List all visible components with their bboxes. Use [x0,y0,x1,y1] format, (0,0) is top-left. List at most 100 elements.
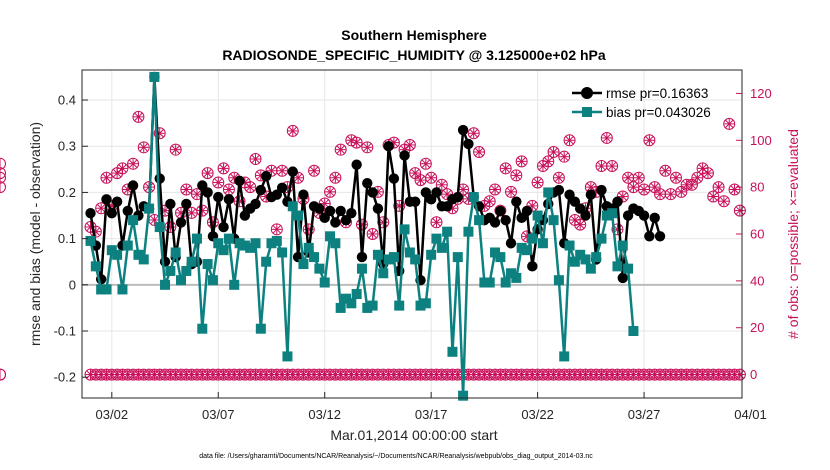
obs-evaluated-marker [138,142,149,153]
obs-evaluated-marker [686,179,697,190]
obs-possible-marker [329,171,342,184]
obs-evaluated-marker [607,161,618,172]
obs-evaluated-marker [474,147,485,157]
obs-evaluated-marker [596,161,607,172]
obs-evaluated-marker [213,177,224,188]
obs-evaluated-marker [404,139,415,150]
obs-possible-marker [670,171,682,184]
obs-evaluated-marker [601,132,612,143]
rmse-point [213,191,224,203]
rmse-point [553,184,565,196]
obs-possible-marker [510,169,523,182]
y-right-tick-label: 100 [750,133,772,148]
obs-evaluated-marker [702,168,713,179]
obs-evaluated-marker [277,165,288,176]
obs-evaluated-marker [223,184,234,195]
obs-possible-marker [212,176,225,189]
bias-point [239,240,250,251]
bias-point [383,254,394,265]
bias-point [378,268,389,279]
data-file-footer: data file: /Users/gharamti/Documents/NCA… [199,453,593,460]
y-right-tick-label: 60 [750,227,764,242]
obs-evaluated-marker [628,182,639,193]
bias-point [511,272,522,283]
bias-point [282,351,293,362]
legend: rmse pr=0.16363 bias pr=0.043026 [572,86,711,120]
obs-evaluated-marker [367,229,378,239]
obs-evaluated-marker [362,142,373,153]
obs-evaluated-marker [218,163,229,174]
bias-point [532,210,543,221]
rmse-point [314,203,325,214]
bias-point [415,300,426,311]
obs-possible-marker [547,146,560,158]
obs-evaluated-marker [181,184,192,195]
bias-point [90,261,101,272]
obs-evaluated-marker [559,151,570,162]
obs-possible-marker [728,183,741,196]
bias-point [122,240,133,251]
bias-point [500,277,511,288]
obs-evaluated-marker [415,175,426,186]
y-tick-label: 0.2 [58,185,76,200]
legend-rmse-label: rmse pr=0.16363 [606,86,708,101]
bias-point [85,235,96,246]
bias-point [186,256,197,267]
obs-possible-marker [355,218,368,231]
obs-evaluated-marker [431,217,442,228]
legend-bias-marker [582,107,592,117]
obs-possible-marker [659,164,672,177]
obs-possible-marker [643,134,656,147]
obs-evaluated-marker [442,189,453,200]
obs-possible-marker [733,204,746,217]
bias-point [303,242,314,253]
obs-possible-marker [499,162,512,175]
x-tick-label: 03/12 [308,407,341,422]
bias-point [575,249,586,260]
obs-possible-marker [0,181,6,194]
legend-bias-label: bias pr=0.043026 [606,105,711,120]
obs-evaluated-marker [191,189,202,200]
obs-evaluated-marker [729,184,740,195]
bias-point [548,215,559,226]
rmse-point [654,231,666,242]
bias-point [458,390,469,401]
obs-evaluated-marker [271,224,282,235]
obs-possible-marker [717,195,730,208]
bias-point [149,71,160,82]
obs-evaluated-marker [639,184,650,195]
rmse-point [181,198,192,210]
obs-possible-marker [435,178,448,191]
y-right-tick-label: 0 [750,367,757,382]
bias-point [559,351,570,362]
rmse-point [612,196,623,207]
obs-possible-marker [552,171,565,184]
bias-point [506,268,516,279]
bias-point [101,284,112,295]
bias-point [367,300,378,311]
obs-evaluated-marker [426,172,437,183]
obs-possible-marker [249,153,262,166]
bias-point [298,259,309,270]
bias-point [346,298,357,309]
obs-evaluated-marker [708,191,719,202]
bias-point [250,238,261,249]
bias-point [218,245,229,256]
bias-point [207,275,218,286]
rmse-point [463,138,474,150]
obs-possible-marker [419,157,432,170]
obs-possible-marker [707,190,720,203]
rmse-point [638,210,650,221]
obs-possible-marker [308,164,321,177]
rmse-point [250,198,261,210]
chart-title-line2: RADIOSONDE_SPECIFIC_HUMIDITY @ 3.125000e… [222,47,606,63]
bias-point [335,302,346,313]
bias-series [85,71,639,401]
obs-possible-marker [132,110,145,123]
rmse-point [489,217,501,228]
obs-evaluated-marker [734,205,745,216]
rmse-point [175,217,187,228]
bias-point [490,247,501,258]
obs-evaluated-marker [133,111,144,122]
obs-possible-marker [489,183,502,196]
